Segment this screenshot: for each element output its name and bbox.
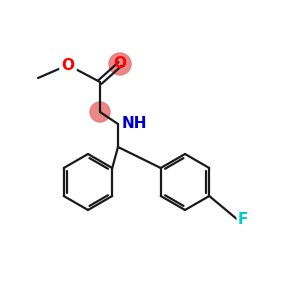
Circle shape (109, 53, 131, 75)
Text: O: O (113, 56, 127, 71)
Text: NH: NH (122, 116, 148, 130)
Text: F: F (238, 212, 248, 227)
Text: O: O (61, 58, 74, 73)
Circle shape (90, 102, 110, 122)
